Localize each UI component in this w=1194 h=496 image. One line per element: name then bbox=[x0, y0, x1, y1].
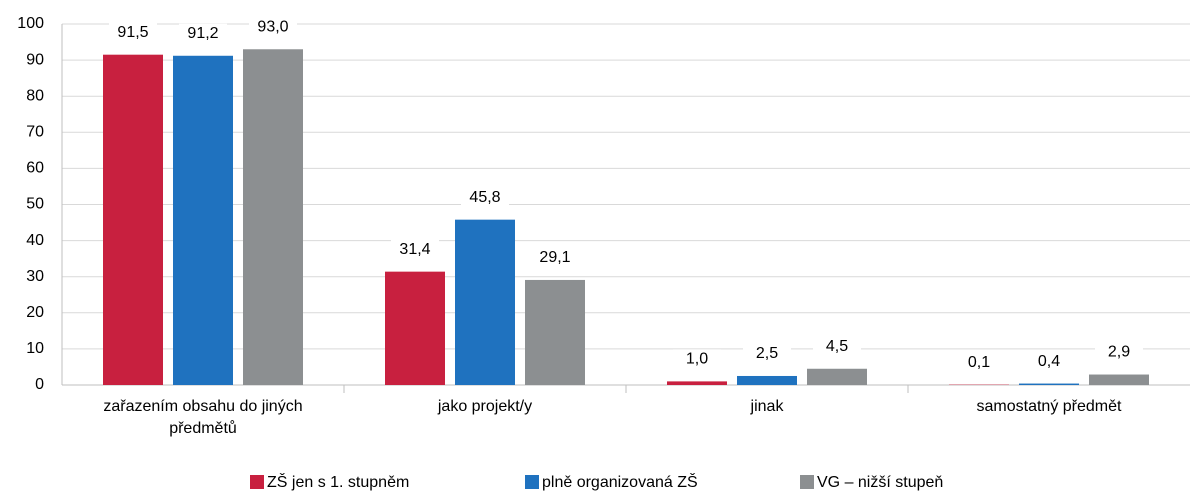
value-label-bg bbox=[673, 349, 721, 370]
y-tick-label: 80 bbox=[26, 87, 44, 104]
x-tick-label: samostatný předmět bbox=[977, 398, 1123, 415]
bar bbox=[103, 54, 163, 386]
legend-label: VG – nižší stupeň bbox=[817, 474, 943, 491]
value-label: 29,1 bbox=[539, 249, 570, 266]
legend-swatch bbox=[525, 475, 539, 489]
y-tick-label: 40 bbox=[26, 232, 44, 249]
legend-label: ZŠ jen s 1. stupněm bbox=[267, 472, 409, 491]
value-label: 0,4 bbox=[1038, 353, 1060, 370]
value-label-bg bbox=[813, 336, 861, 357]
x-tick-label: jinak bbox=[750, 398, 785, 415]
y-tick-label: 60 bbox=[26, 160, 44, 177]
value-label-bg bbox=[179, 23, 227, 44]
value-label-bg bbox=[249, 17, 297, 38]
value-label: 31,4 bbox=[399, 241, 430, 258]
x-tick-label: jako projekt/y bbox=[437, 398, 532, 415]
legend-swatch bbox=[250, 475, 264, 489]
bar bbox=[1089, 374, 1149, 385]
bar bbox=[455, 219, 515, 385]
value-label: 0,1 bbox=[968, 354, 990, 371]
y-tick-label: 70 bbox=[26, 124, 44, 141]
y-tick-label: 10 bbox=[26, 340, 44, 357]
value-label: 93,0 bbox=[257, 18, 288, 35]
x-tick-label: zařazením obsahu do jiných předmětů bbox=[103, 398, 302, 437]
value-label: 1,0 bbox=[686, 351, 708, 368]
value-label-bg bbox=[531, 247, 579, 268]
bar bbox=[525, 279, 585, 385]
value-label: 45,8 bbox=[469, 189, 500, 206]
value-label-bg bbox=[743, 343, 791, 364]
value-label-bg bbox=[461, 187, 509, 208]
bar bbox=[243, 49, 303, 386]
value-label: 4,5 bbox=[826, 338, 848, 355]
value-label: 2,9 bbox=[1108, 344, 1130, 361]
value-label: 91,2 bbox=[187, 25, 218, 42]
bar bbox=[1019, 383, 1079, 385]
bar bbox=[385, 271, 445, 385]
y-tick-label: 90 bbox=[26, 51, 44, 68]
value-label: 2,5 bbox=[756, 345, 778, 362]
value-label-bg bbox=[1025, 351, 1073, 372]
bar bbox=[667, 381, 727, 385]
value-label: 91,5 bbox=[117, 24, 148, 41]
y-tick-label: 30 bbox=[26, 268, 44, 285]
y-tick-label: 50 bbox=[26, 196, 44, 213]
bar bbox=[807, 368, 867, 385]
y-tick-label: 100 bbox=[17, 15, 44, 32]
y-tick-label: 20 bbox=[26, 304, 44, 321]
value-label-bg bbox=[955, 352, 1003, 373]
value-label-bg bbox=[1095, 342, 1143, 363]
bar bbox=[737, 375, 797, 385]
value-label-bg bbox=[109, 22, 157, 43]
bar bbox=[173, 55, 233, 385]
y-tick-label: 0 bbox=[35, 376, 44, 393]
legend-label: plně organizovaná ZŠ bbox=[542, 472, 698, 491]
legend-swatch bbox=[800, 475, 814, 489]
value-label-bg bbox=[391, 239, 439, 260]
